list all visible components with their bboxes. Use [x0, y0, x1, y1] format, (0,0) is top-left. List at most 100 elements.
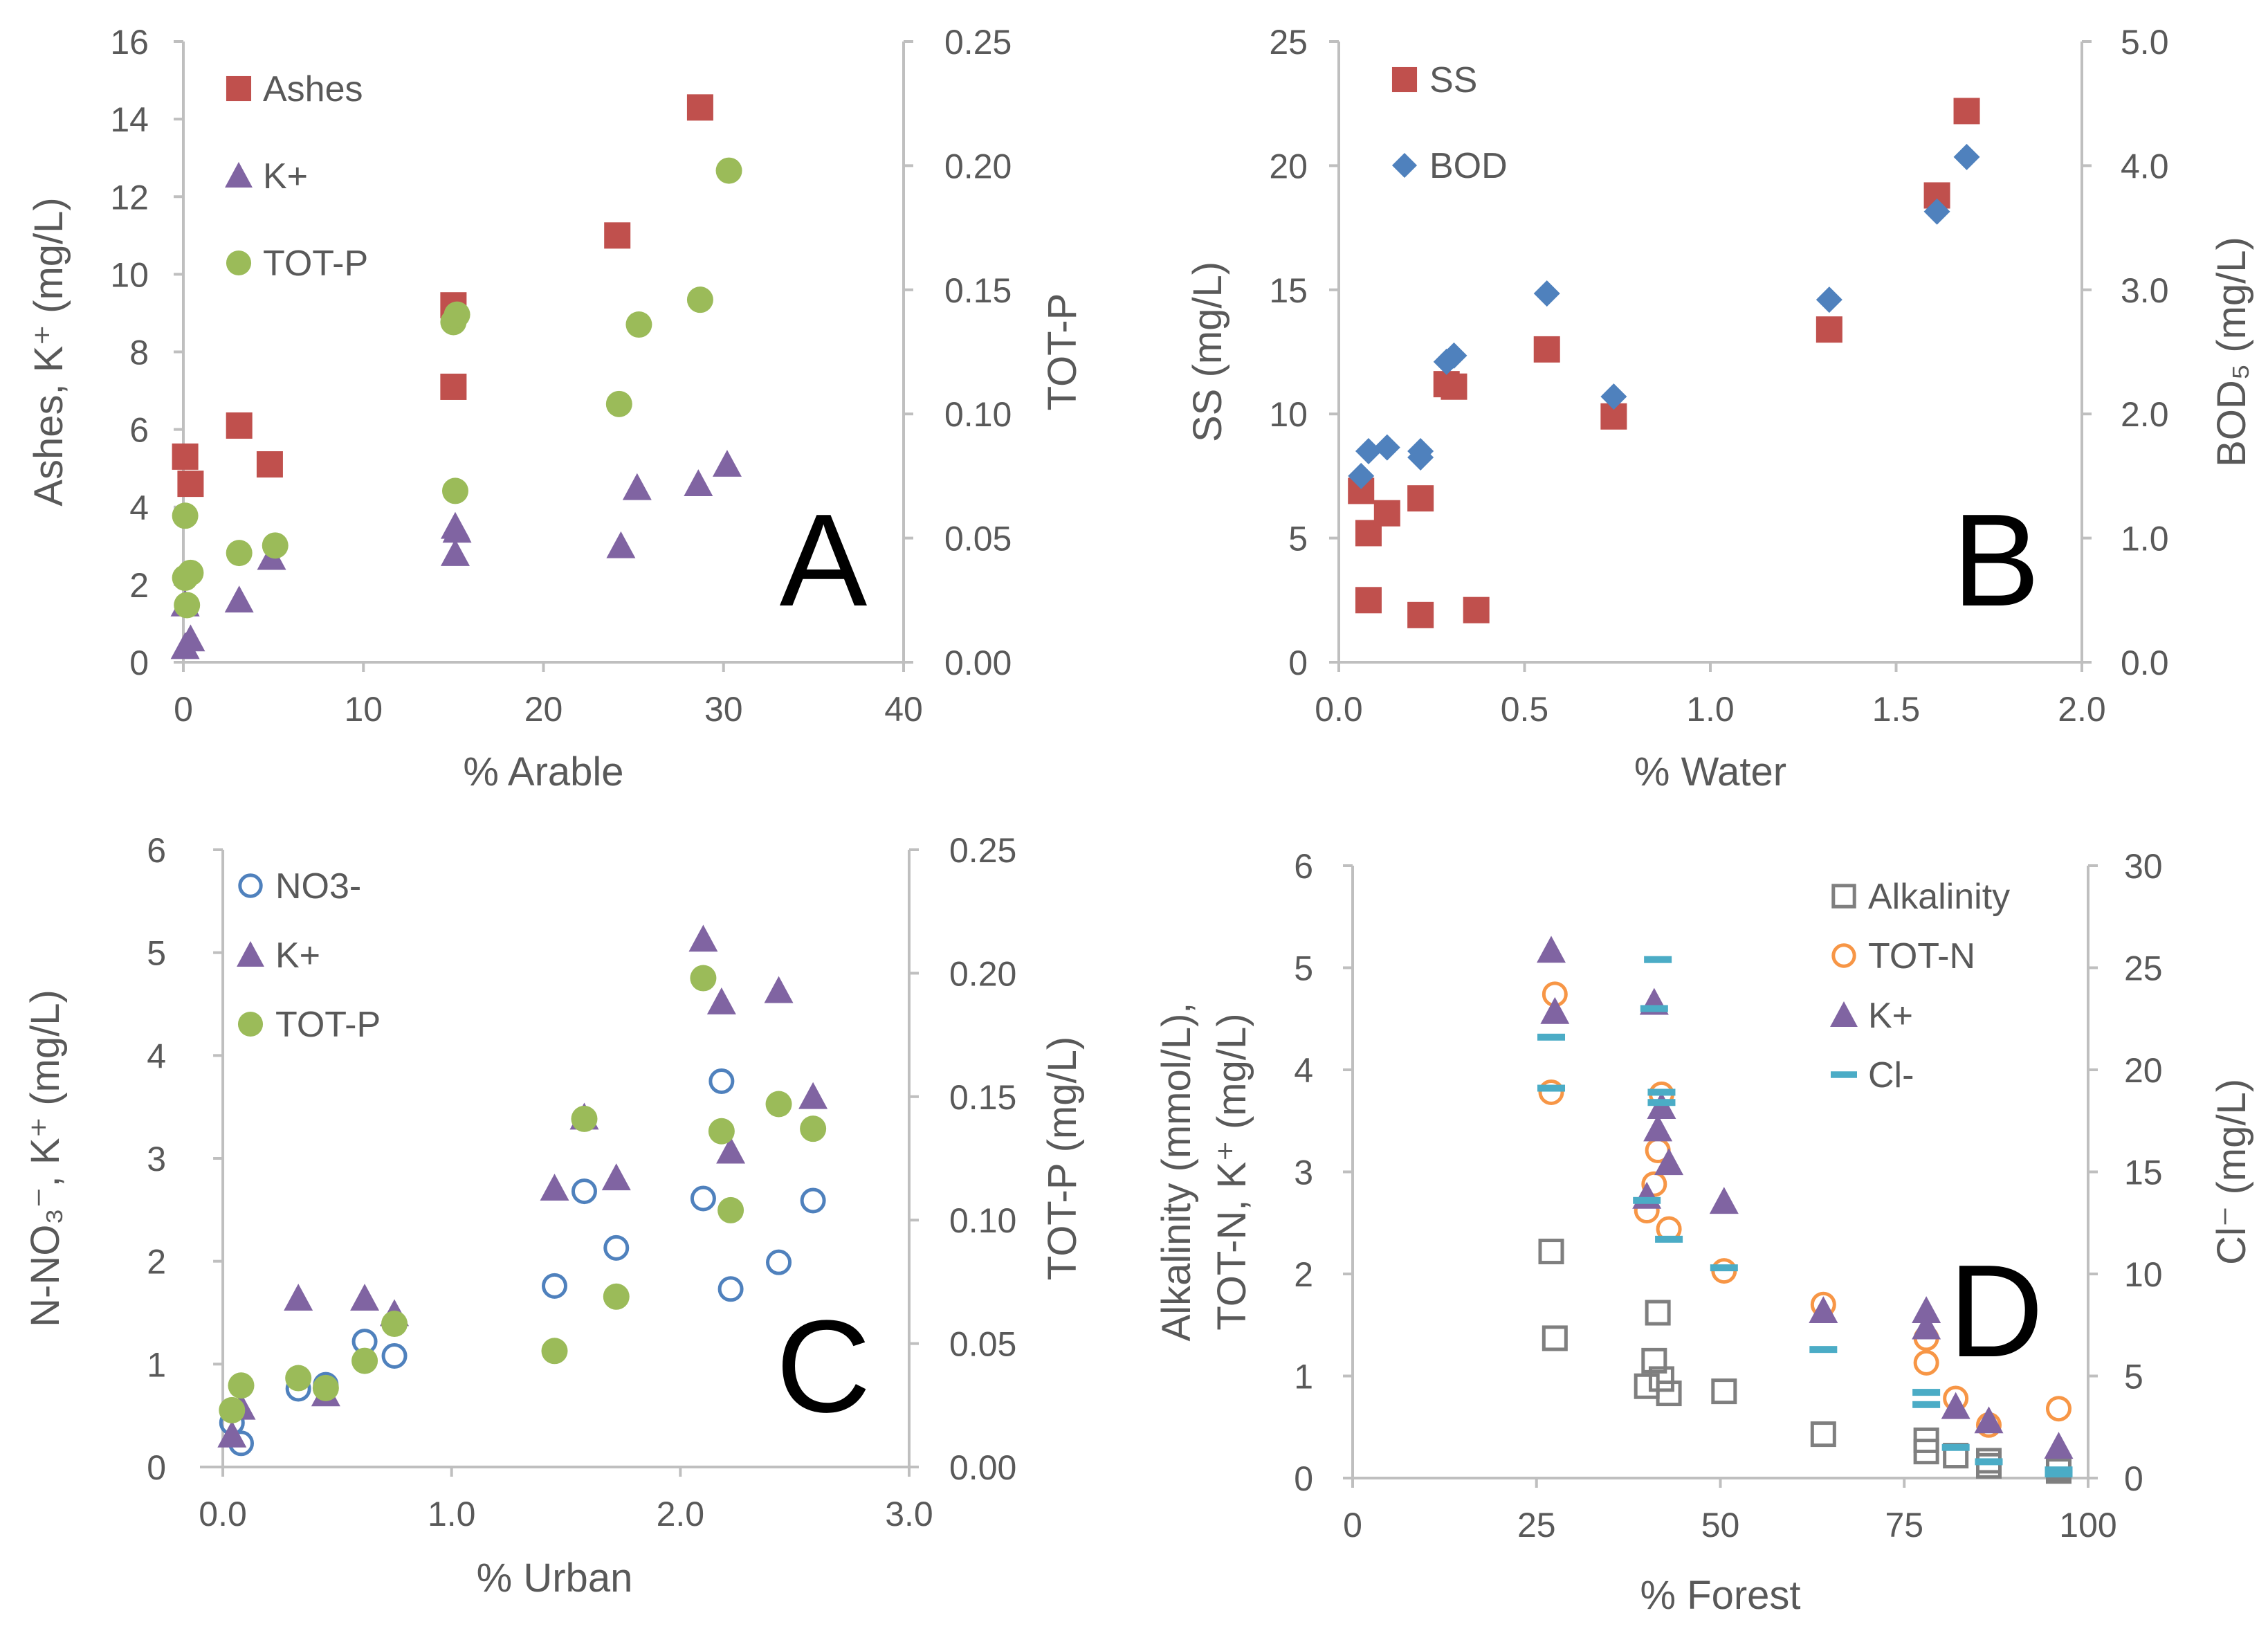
- panel-b-data-point: [1407, 485, 1434, 512]
- panel-c-data-point: [541, 1338, 568, 1365]
- panel-d-legend-marker: [1831, 943, 1856, 968]
- panel-a-x-axis-title: % Arable: [463, 749, 623, 794]
- panel-d-legend-marker: [1830, 1001, 1858, 1027]
- panel-d-x-tick-label: 25: [1517, 1506, 1556, 1545]
- panel-b-data-point: [1533, 336, 1560, 363]
- panel-b-y2-tick-label: 5.0: [2121, 23, 2169, 62]
- panel-d-y-tick-label: 1: [1294, 1358, 1313, 1396]
- panel-a-data-point: [262, 532, 289, 559]
- panel-c-series-totp: [219, 965, 827, 1423]
- panel-c-y-tick-label: 3: [147, 1140, 166, 1178]
- panel-a-x-tick-label: 40: [884, 690, 923, 729]
- panel-b-legend-label: SS: [1429, 60, 1477, 100]
- panel-d-legend-marker: [1831, 884, 1856, 909]
- panel-b-data-point: [1407, 601, 1434, 628]
- panel-d-data-point: [1641, 1171, 1667, 1197]
- panel-c-data-point: [217, 1420, 247, 1448]
- panel-c-data-point: [800, 1187, 826, 1214]
- panel-c-y2-tick-label: 0.10: [949, 1201, 1016, 1240]
- panel-b-y2-tick-label: 3.0: [2121, 271, 2169, 310]
- panel-a-x-tick-label: 20: [524, 690, 563, 729]
- panel-b-y2-tick-label: 0.0: [2121, 644, 2169, 682]
- panel-c-data-point: [690, 1185, 716, 1212]
- panel-d-x-tick-label: 50: [1701, 1506, 1740, 1545]
- panel-c-y2-tick-label: 0.20: [949, 954, 1016, 993]
- panel-a-data-point: [176, 624, 205, 652]
- panel-d-data-point: [1641, 1347, 1667, 1374]
- panel-b-legend-marker: [1391, 66, 1418, 93]
- panel-b-data-point: [1816, 316, 1842, 343]
- panel-d-y-tick-label: 6: [1294, 847, 1313, 886]
- panel-b-y-tick-label: 15: [1269, 271, 1308, 310]
- panel-c-y2-tick-label: 0.00: [949, 1448, 1016, 1487]
- panel-c-y-tick-label: 6: [147, 831, 166, 870]
- panel-c-y-tick-label: 1: [147, 1345, 166, 1384]
- panel-d-data-point: [1633, 1196, 1661, 1204]
- panel-c-data-point: [228, 1372, 255, 1399]
- panel-b-data-point: [1441, 373, 1467, 400]
- panel-c-data-point: [381, 1342, 408, 1369]
- panel-b-data-point: [1441, 342, 1467, 369]
- panel-d-data-point: [2045, 1396, 2072, 1422]
- panel-d-data-point: [1809, 1346, 1838, 1354]
- panel-a-x-tick-label: 10: [344, 690, 383, 729]
- panel-a-y2-tick-label: 0.15: [944, 271, 1012, 310]
- panel-d-legend-label: Cl-: [1868, 1055, 1914, 1095]
- panel-a-data-point: [715, 157, 742, 184]
- panel-a-y-tick-label: 0: [129, 644, 149, 682]
- panel-d-data-point: [1912, 1401, 1941, 1408]
- panel-b-data-point: [1407, 444, 1434, 471]
- panel-c-y-tick-label: 0: [147, 1448, 166, 1487]
- panel-b-y-tick-label: 10: [1269, 395, 1308, 434]
- panel-b-series-ss: [1348, 98, 1980, 628]
- panel-b-data-point: [1600, 383, 1627, 410]
- panel-b-data-point: [1373, 500, 1400, 527]
- panel-a-y-tick-label: 8: [129, 334, 149, 372]
- panel-c-data-point: [706, 987, 736, 1014]
- panel-a-y-tick-label: 10: [110, 255, 149, 294]
- panel-a-legend-label: Ashes: [263, 69, 363, 109]
- panel-a-y-axis-title: Ashes, K⁺ (mg/L): [26, 197, 71, 506]
- panel-a-y-tick-label: 2: [129, 566, 149, 605]
- panel-d-data-point: [1540, 996, 1570, 1024]
- panel-d-data-point: [1912, 1389, 1941, 1396]
- panel-c-data-point: [542, 1273, 567, 1299]
- panel-d-data-point: [1975, 1458, 2003, 1466]
- panel-d-data-point: [1711, 1378, 1737, 1405]
- panel-b-y2-tick-label: 1.0: [2121, 520, 2169, 558]
- panel-d-data-point: [1912, 1312, 1941, 1340]
- panel-c-legend-label: NO3-: [275, 866, 361, 906]
- panel-d-legend: Alkalinity TOT-N K+ Cl-: [1830, 877, 2010, 1095]
- panel-a-data-point: [625, 311, 652, 338]
- panel-c-data-point: [603, 1283, 630, 1310]
- panel-a-y2-axis-title: TOT-P: [1040, 293, 1085, 411]
- panel-d-x-axis-title: % Forest: [1640, 1573, 1800, 1618]
- panel-c-data-point: [765, 1091, 792, 1118]
- panel-b-legend: SS BOD: [1391, 60, 1508, 186]
- panel-b-data-point: [1533, 280, 1560, 307]
- panel-d-data-point: [1913, 1349, 1939, 1376]
- panel-d-data-point: [1655, 1235, 1683, 1243]
- panel-c-y-tick-label: 4: [147, 1037, 166, 1075]
- panel-b-data-point: [1355, 587, 1382, 614]
- panel-d-data-point: [1647, 1088, 1676, 1096]
- panel-c-data-point: [798, 1082, 828, 1109]
- panel-d-data-point: [1537, 1033, 1566, 1041]
- panel-d-data-point: [1809, 1296, 1838, 1323]
- panel-b-x-tick-label: 0.0: [1315, 690, 1363, 729]
- panel-c-data-point: [312, 1374, 339, 1401]
- panel-d-y-tick-label: 3: [1294, 1154, 1313, 1192]
- panel-b-x-tick-label: 1.5: [1872, 690, 1921, 729]
- panel-b-y-tick-label: 5: [1288, 520, 1308, 558]
- panel-d-data-point: [1648, 1366, 1674, 1392]
- panel-d-data-point: [2044, 1432, 2074, 1459]
- panel-c-data-point: [688, 924, 718, 952]
- panel-a-y-tick-label: 14: [110, 100, 149, 139]
- panel-d-y-axis-title-line1: Alkalinity (mmol/L),: [1154, 1003, 1199, 1342]
- panel-c-legend-marker: [237, 1011, 264, 1037]
- panel-b-data-point: [1355, 438, 1382, 465]
- panel-a-data-point: [684, 469, 713, 496]
- panel-a-data-point: [174, 592, 201, 619]
- panel-d-data-point: [1645, 1300, 1671, 1326]
- panel-d-data-point: [1975, 1452, 2002, 1479]
